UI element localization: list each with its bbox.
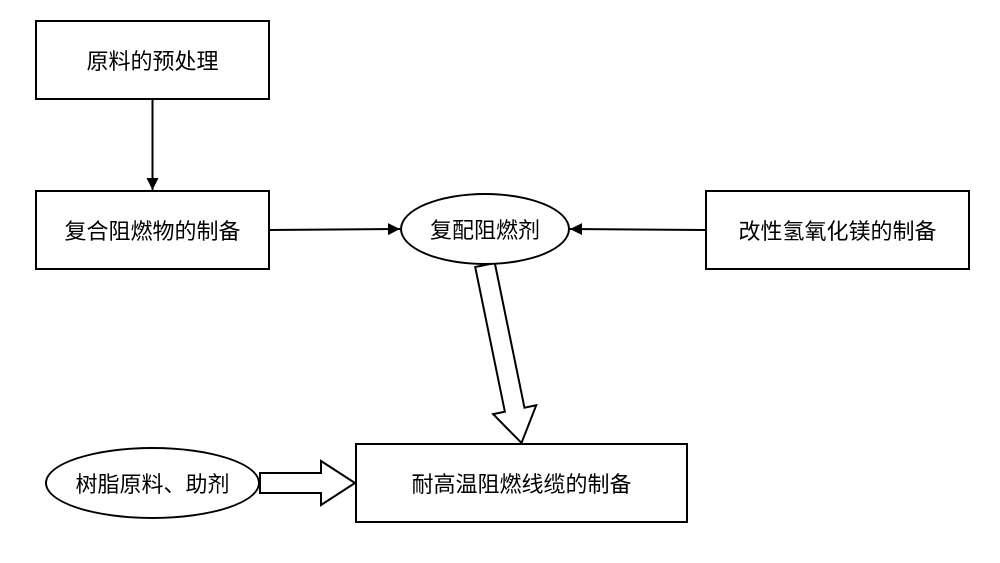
node-n6: 树脂原料、助剂 (45, 447, 260, 519)
edge-n6-n5 (260, 461, 355, 505)
node-label: 改性氢氧化镁的制备 (738, 214, 936, 246)
edge-n3-n5 (475, 263, 536, 443)
node-n1: 原料的预处理 (35, 20, 270, 100)
node-n5: 耐高温阻燃线缆的制备 (355, 443, 688, 523)
node-label: 耐高温阻燃线缆的制备 (411, 467, 631, 499)
node-n4: 改性氢氧化镁的制备 (705, 190, 970, 270)
node-n3: 复配阻燃剂 (400, 193, 570, 265)
node-label: 原料的预处理 (86, 44, 218, 76)
node-label: 树脂原料、助剂 (75, 467, 229, 499)
edge-n2-n3 (270, 229, 400, 230)
edge-n4-n3 (570, 229, 705, 230)
node-n2: 复合阻燃物的制备 (35, 190, 270, 270)
node-label: 复合阻燃物的制备 (64, 214, 240, 246)
node-label: 复配阻燃剂 (430, 213, 540, 245)
flowchart-canvas: 原料的预处理复合阻燃物的制备 复配阻燃剂 改性氢氧化镁的制备耐高温阻燃线缆的制备 树脂… (0, 0, 1000, 563)
